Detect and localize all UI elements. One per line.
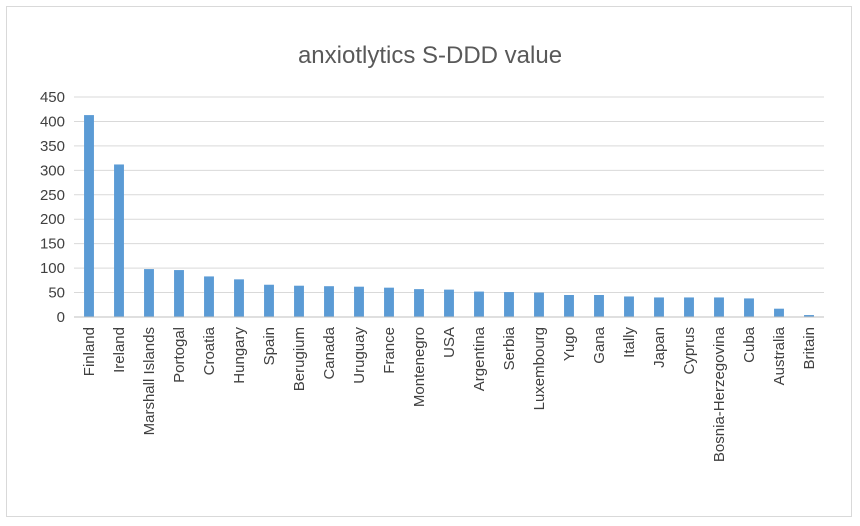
y-tick-label: 0 (57, 309, 65, 326)
chart-title: anxiotlytics S-DDD value (298, 42, 562, 69)
gridlines (74, 96, 824, 294)
bar-marshall-islands (144, 269, 154, 317)
bar-gana (594, 295, 604, 317)
x-category-label: Serbia (501, 326, 518, 370)
bar-serbia (504, 292, 514, 317)
bar-australia (774, 308, 784, 317)
y-tick-label: 100 (40, 260, 65, 277)
bar-croatia (204, 276, 214, 317)
bars (84, 115, 814, 317)
x-axis-labels: Finland Ireland Marshall Islands Portogal Cr… (81, 326, 818, 462)
x-category-label: Luxembourg (531, 327, 548, 410)
y-tick-label: 150 (40, 236, 65, 253)
y-tick-label: 200 (40, 211, 65, 228)
bar-uruguay (354, 286, 364, 317)
bar-bosnia-herzegovina (714, 297, 724, 317)
x-category-label: Gana (591, 326, 608, 363)
x-category-label: Hungary (231, 327, 248, 384)
bar-yugo (564, 295, 574, 317)
chart-frame: anxiotlytics S-DDD value 0 50 100 150 200 250… (6, 6, 852, 517)
y-tick-label: 50 (48, 285, 65, 302)
bar-ireland (114, 164, 124, 317)
x-category-label: France (381, 327, 398, 374)
x-category-label: Montenegro (411, 327, 428, 407)
x-category-label: USA (441, 327, 458, 358)
x-category-label: Canada (321, 326, 338, 379)
x-category-label: Portogal (171, 327, 188, 383)
x-category-label: Croatia (201, 326, 218, 375)
bar-argentina (474, 291, 484, 317)
bar-cuba (744, 298, 754, 317)
x-category-label: Marshall Islands (141, 327, 158, 435)
x-category-label: Berugium (291, 327, 308, 391)
x-category-label: Australia (771, 326, 788, 385)
x-category-label: Britain (801, 327, 818, 370)
bar-luxembourg (534, 292, 544, 317)
bar-berugium (294, 285, 304, 317)
x-category-label: Ireland (111, 327, 128, 373)
y-tick-label: 450 (40, 89, 65, 106)
y-tick-label: 300 (40, 162, 65, 179)
bar-japan (654, 297, 664, 317)
y-tick-label: 400 (40, 113, 65, 130)
bar-finland (84, 115, 94, 317)
bar-britain (804, 315, 814, 317)
x-category-label: Cuba (741, 326, 758, 363)
x-category-label: Bosnia-Herzegovina (711, 326, 728, 462)
y-tick-label: 350 (40, 138, 65, 155)
bar-chart: anxiotlytics S-DDD value 0 50 100 150 200 250… (40, 42, 824, 462)
bar-montenegro (414, 289, 424, 317)
x-category-label: Spain (261, 327, 278, 365)
bar-itally (624, 296, 634, 317)
x-category-label: Cyprus (681, 327, 698, 375)
x-category-label: Yugo (561, 327, 578, 361)
y-tick-label: 250 (40, 187, 65, 204)
bar-spain (264, 284, 274, 317)
bar-portogal (174, 270, 184, 317)
x-category-label: Argentina (471, 326, 488, 391)
x-category-label: Finland (81, 327, 98, 376)
bar-canada (324, 286, 334, 317)
x-category-label: Itally (621, 327, 638, 358)
bar-hungary (234, 279, 244, 317)
bar-france (384, 287, 394, 317)
x-category-label: Uruguay (351, 327, 368, 384)
bar-cyprus (684, 297, 694, 317)
y-axis-ticks: 0 50 100 150 200 250 300 350 400 450 (40, 89, 65, 326)
x-category-label: Japan (651, 327, 668, 368)
bar-usa (444, 289, 454, 317)
